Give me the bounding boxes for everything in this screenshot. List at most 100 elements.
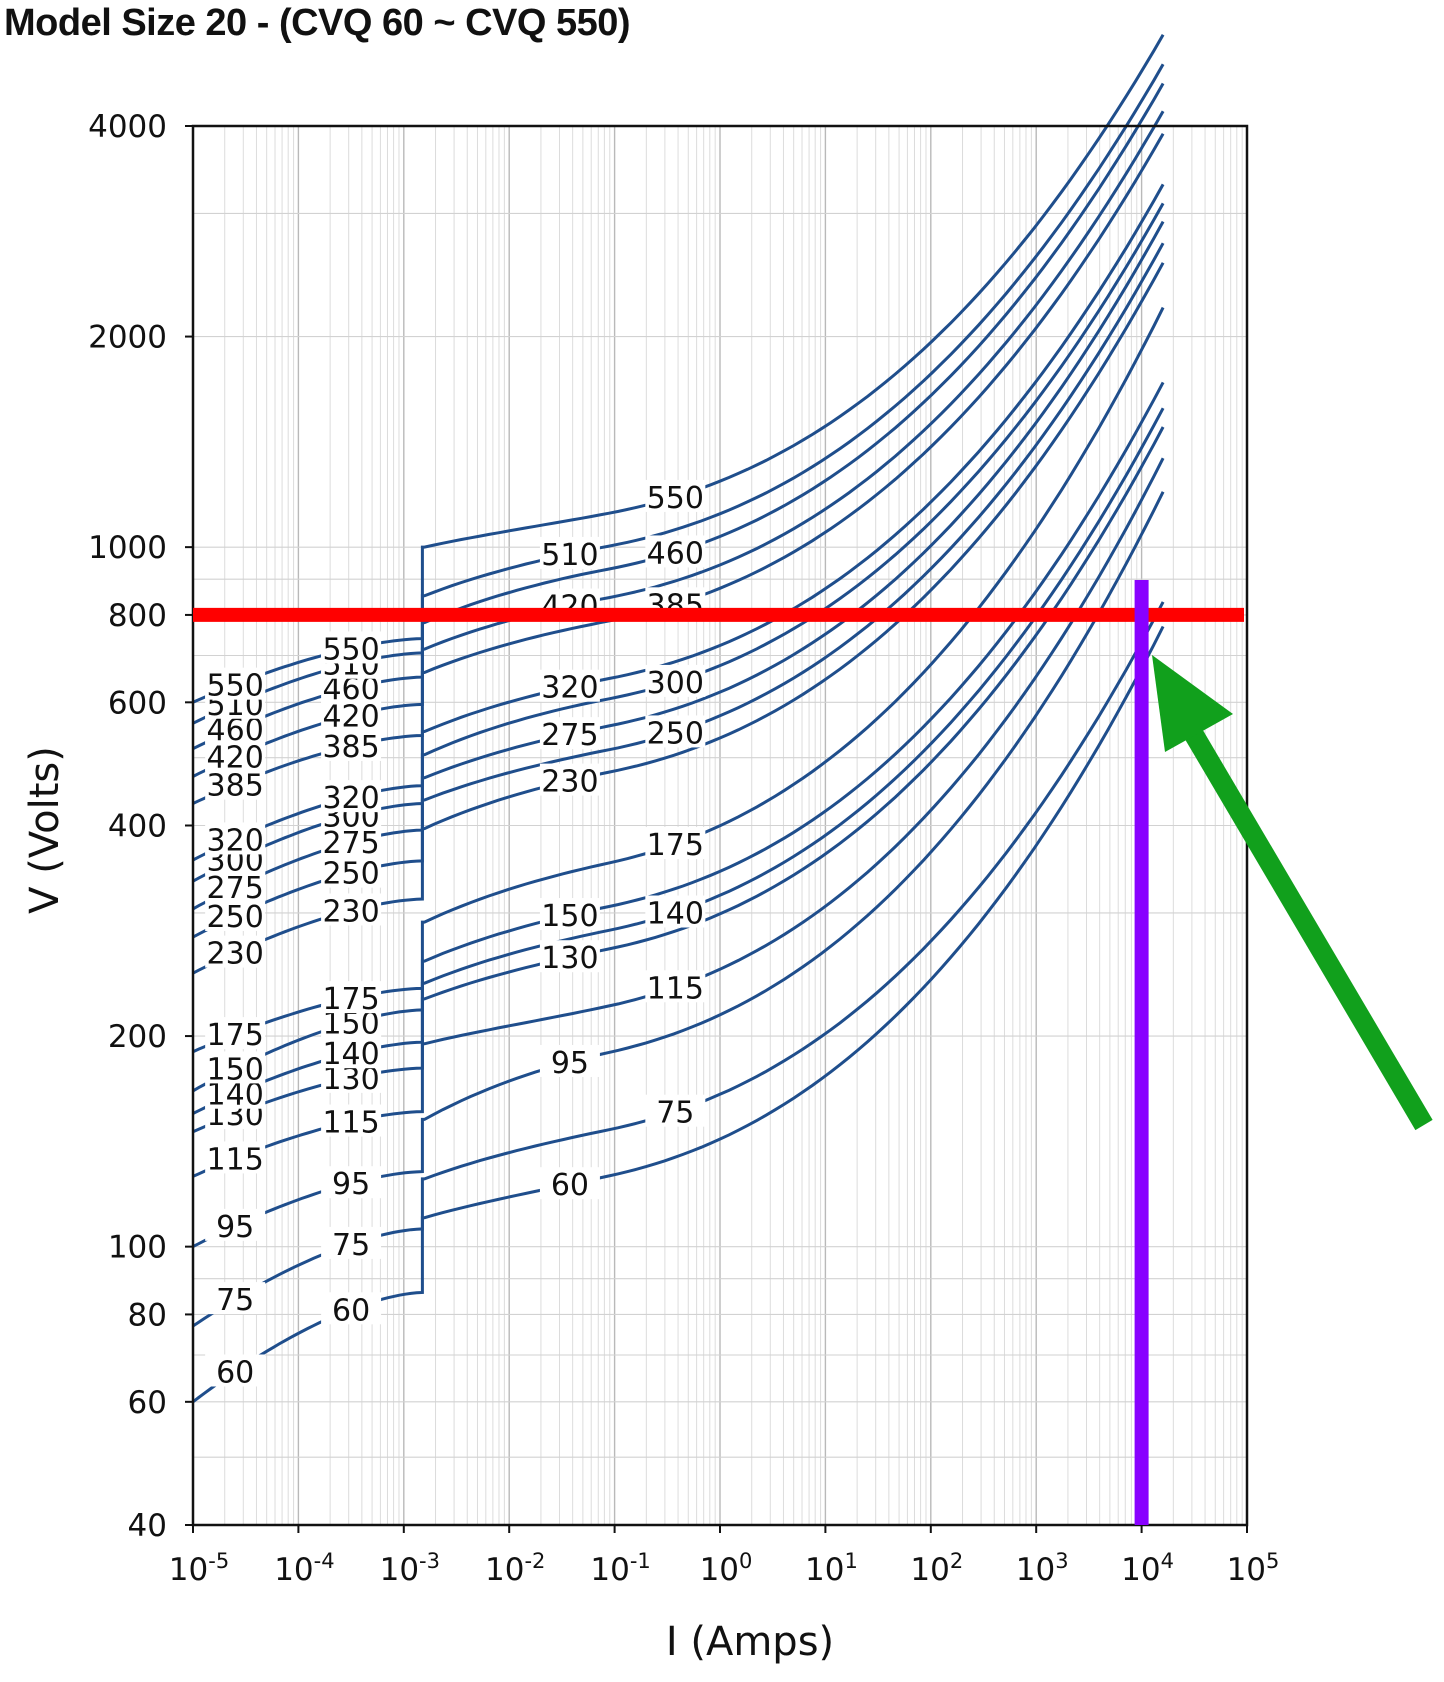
curve-label-bg [321, 780, 382, 813]
y-tick-label: 40 [128, 1508, 167, 1544]
y-tick-label: 1000 [88, 530, 167, 566]
curve-label-bg [539, 940, 600, 973]
curve-label-115: 115 [647, 971, 704, 1006]
curve-label-bg [321, 825, 382, 858]
x-tick-label: 105 [1227, 1549, 1280, 1588]
curve-label-320: 320 [207, 823, 264, 858]
curve-label-175: 175 [207, 1018, 264, 1053]
curve-label-bg [321, 1104, 382, 1137]
vi-curve-140 [192, 407, 1165, 1115]
y-axis-label: V (Volts) [22, 746, 68, 914]
curve-label-385: 385 [207, 769, 264, 804]
curve-label-250: 250 [322, 857, 379, 892]
curve-label-420: 420 [207, 740, 264, 775]
curve-label-bg [645, 895, 706, 928]
curve-label-275: 275 [322, 826, 379, 861]
curve-label-bg [645, 827, 706, 860]
y-tick-label: 400 [108, 809, 167, 845]
curve-label-250: 250 [207, 900, 264, 935]
x-tick-label: 10-4 [274, 1549, 334, 1588]
curve-label-140: 140 [207, 1078, 264, 1113]
curve-label-bg [539, 669, 600, 702]
curve-label-bg [645, 1094, 706, 1127]
curve-labels: 6060607575759595951151151151301301301401… [205, 479, 706, 1390]
curve-label-140: 140 [322, 1037, 379, 1072]
curve-label-bg [205, 1282, 266, 1315]
curve-label-115: 115 [207, 1142, 264, 1177]
curve-label-420: 420 [322, 699, 379, 734]
curve-label-bg [205, 1051, 266, 1084]
x-tick-label: 103 [1016, 1549, 1069, 1588]
curve-label-bg [645, 715, 706, 748]
y-tick-label: 100 [108, 1230, 167, 1266]
curve-label-60: 60 [332, 1293, 370, 1328]
curve-label-230: 230 [207, 937, 264, 972]
x-tick-label: 104 [1121, 1549, 1174, 1588]
curve-label-bg [321, 1292, 382, 1325]
curve-label-75: 75 [332, 1228, 370, 1263]
curve-label-bg [645, 970, 706, 1003]
x-tick-label: 10-5 [169, 1549, 229, 1588]
x-tick-label: 10-3 [380, 1549, 440, 1588]
curve-label-550: 550 [322, 632, 379, 667]
vi-curve-250 [192, 242, 1165, 939]
curve-label-140: 140 [647, 897, 704, 932]
curve-label-bg [205, 739, 266, 772]
curve-label-60: 60 [551, 1168, 589, 1203]
green-arrow-head [1152, 655, 1233, 752]
curve-label-510: 510 [541, 538, 598, 573]
curve-label-bg [321, 981, 382, 1014]
x-tick-label: 10-2 [485, 1549, 545, 1588]
x-tick-label: 100 [700, 1549, 753, 1588]
vi-curve-385 [192, 132, 1165, 805]
green-arrow-shaft [1181, 722, 1433, 1131]
curve-label-bg [645, 479, 706, 512]
curve-label-bg [205, 870, 266, 903]
curve-label-bg [205, 1141, 266, 1174]
curve-label-550: 550 [647, 481, 704, 516]
y-tick-label: 80 [128, 1297, 167, 1333]
curve-label-460: 460 [647, 536, 704, 571]
y-tick-labels: 4000 2000 1000 800 600 400 200 100 80 60 40 [88, 109, 193, 1544]
y-tick-label: 60 [128, 1385, 167, 1421]
x-axis-label: I (Amps) [666, 1619, 834, 1665]
curve-label-130: 130 [541, 941, 598, 976]
curve-label-bg [539, 717, 600, 750]
curve-label-150: 150 [541, 899, 598, 934]
x-tick-label: 10-1 [590, 1549, 650, 1588]
curve-label-bg [645, 535, 706, 568]
curve-label-bg [321, 855, 382, 888]
annotations [193, 580, 1433, 1525]
curve-label-bg [539, 1044, 600, 1077]
curve-label-bg [321, 1166, 382, 1199]
curve-label-bg [205, 1208, 266, 1241]
curve-label-320: 320 [541, 671, 598, 706]
curve-label-bg [205, 1017, 266, 1050]
curve-label-75: 75 [656, 1096, 694, 1131]
curve-label-385: 385 [322, 730, 379, 765]
curve-label-250: 250 [647, 716, 704, 751]
curve-label-95: 95 [551, 1046, 589, 1081]
x-tick-labels: 10-5 10-4 10-3 10-2 10-1 100 101 102 103 104 105 [169, 1525, 1280, 1588]
curve-label-bg [321, 698, 382, 731]
curve-label-320: 320 [322, 781, 379, 816]
curve-label-75: 75 [216, 1283, 254, 1318]
curve-label-95: 95 [216, 1210, 254, 1245]
curve-label-bg [205, 667, 266, 700]
vi-curve-75 [192, 601, 1165, 1328]
y-tick-label: 4000 [88, 109, 167, 145]
curve-label-175: 175 [647, 828, 704, 863]
curve-label-bg [539, 536, 600, 569]
chart-title: Model Size 20 - (CVQ 60 ~ CVQ 550) [4, 2, 631, 44]
curve-label-300: 300 [647, 666, 704, 701]
x-tick-label: 101 [805, 1549, 858, 1588]
curve-label-275: 275 [541, 718, 598, 753]
curve-label-150: 150 [207, 1052, 264, 1087]
curve-label-bg [205, 935, 266, 968]
curve-label-bg [205, 767, 266, 800]
curve-label-550: 550 [207, 669, 264, 704]
curve-label-175: 175 [322, 982, 379, 1017]
curve-label-230: 230 [322, 894, 379, 929]
curve-label-bg [539, 1167, 600, 1200]
vi-curve-550 [192, 34, 1165, 704]
